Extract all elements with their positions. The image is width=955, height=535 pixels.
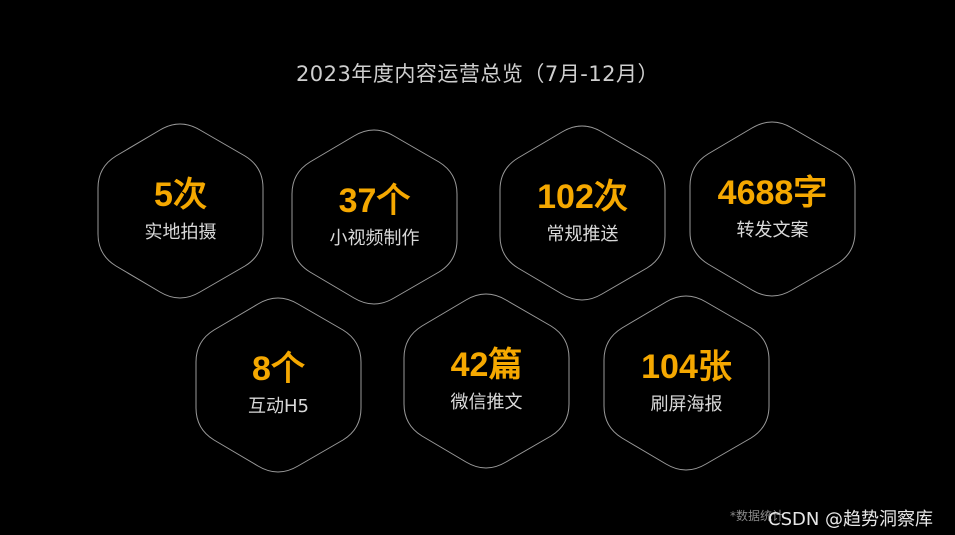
- page-title: 2023年度内容运营总览（7月-12月）: [295, 62, 660, 86]
- stat-label: 微信推文: [450, 392, 523, 413]
- stat-label: 实地拍摄: [144, 222, 217, 243]
- stat-hexagon-copywriting: 4688字 转发文案: [689, 120, 856, 298]
- stat-label: 互动H5: [248, 396, 309, 417]
- stat-value: 8个: [252, 350, 305, 388]
- stat-label: 常规推送: [546, 224, 619, 245]
- stat-hexagon-shooting: 5次 实地拍摄: [97, 122, 264, 300]
- stat-hexagon-h5: 8个 互动H5: [195, 296, 362, 474]
- hexagon-outline: [689, 121, 856, 297]
- stat-hexagon-wechat-articles: 42篇 微信推文: [403, 292, 570, 470]
- data-footnote: *数据统计: [730, 509, 785, 523]
- stat-label: 转发文案: [736, 220, 809, 241]
- stat-value: 4688字: [717, 174, 828, 212]
- stat-value: 42篇: [450, 346, 523, 384]
- stat-value: 104张: [641, 348, 732, 386]
- stat-value: 37个: [338, 182, 411, 220]
- hexagon-outline: [195, 297, 362, 473]
- hexagon-outline: [291, 129, 458, 305]
- stat-hexagon-posters: 104张 刷屏海报: [603, 294, 770, 472]
- hexagon-outline: [603, 295, 770, 471]
- stat-label: 小视频制作: [329, 228, 420, 249]
- hexagon-outline: [499, 125, 666, 301]
- watermark: CSDN @趋势洞察库: [768, 509, 934, 530]
- stat-value: 5次: [154, 176, 207, 214]
- hexagon-outline: [403, 293, 570, 469]
- stat-hexagon-short-video: 37个 小视频制作: [291, 128, 458, 306]
- stat-hexagon-push: 102次 常规推送: [499, 124, 666, 302]
- stat-label: 刷屏海报: [650, 394, 723, 415]
- hexagon-outline: [97, 123, 264, 299]
- stat-value: 102次: [537, 178, 628, 216]
